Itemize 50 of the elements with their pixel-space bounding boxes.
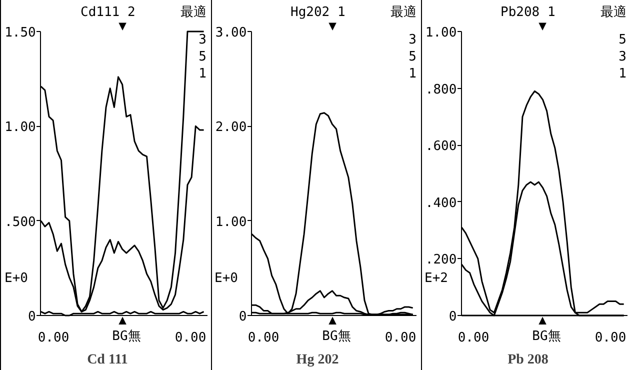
text: 0.00 (38, 330, 70, 346)
text: Cd111 2 (80, 5, 136, 20)
y-tick-label: .500 (4, 214, 36, 230)
text: Hg 202 (296, 352, 339, 368)
y-tick-label: .200 (425, 252, 457, 268)
text: BG無 (532, 329, 561, 344)
text: 最適 (180, 4, 206, 20)
y-tick-label: 1.00 (215, 214, 247, 230)
text: E+2 (424, 271, 448, 286)
annotation: 5 (618, 32, 626, 48)
annotation: ▼ (328, 19, 337, 34)
y-tick-label: 1.00 (425, 26, 457, 40)
text: Pb208 1 (500, 5, 556, 20)
y-tick-label: 2.00 (215, 120, 247, 136)
annotation: ▼ (118, 19, 127, 34)
annotation: ▲ (118, 313, 127, 328)
text: 0.00 (248, 330, 280, 346)
text: Cd 111 (87, 352, 128, 368)
text: BG無 (322, 329, 351, 344)
text: 0.00 (458, 330, 490, 346)
y-tick-label: .400 (425, 196, 457, 211)
text: 0.00 (594, 330, 626, 346)
annotation: 3 (408, 32, 416, 48)
y-tick-label: .600 (425, 139, 457, 154)
y-tick-label: .800 (425, 82, 457, 98)
y-tick-label: 1.50 (4, 26, 36, 40)
text: Pb 208 (508, 352, 548, 368)
annotation: 1 (408, 66, 416, 82)
annotation: 3 (198, 32, 206, 48)
text: 0.00 (174, 330, 206, 346)
y-tick-label: 3.00 (215, 26, 247, 40)
text: E+0 (214, 271, 238, 286)
annotation: 5 (198, 50, 206, 64)
y-tick-label: 1.00 (4, 120, 36, 136)
annotation: ▼ (538, 19, 547, 34)
text: 最適 (390, 4, 416, 20)
y-tick-label: 0 (28, 310, 36, 324)
annotation: ▲ (538, 313, 547, 328)
annotation: 5 (408, 50, 416, 64)
y-tick-label: 0 (238, 310, 247, 324)
annotation: 3 (618, 50, 626, 64)
y-tick-label: 0 (448, 310, 457, 324)
text: E+0 (4, 271, 28, 286)
text: BG無 (112, 329, 141, 344)
annotation: ▲ (328, 313, 337, 328)
text: 0.00 (384, 330, 416, 346)
annotation: 1 (198, 66, 206, 82)
text: 最適 (600, 4, 626, 20)
annotation: 1 (618, 66, 626, 82)
text: Hg202 1 (290, 5, 346, 20)
